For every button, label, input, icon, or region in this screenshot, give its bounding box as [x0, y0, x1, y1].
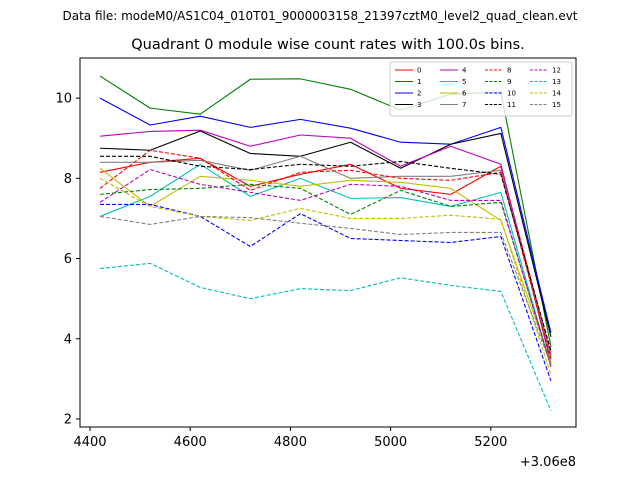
x-tick-label-5200: 5200 [474, 435, 507, 450]
y-tick-label-10: 10 [55, 92, 72, 107]
plot-area [99, 75, 552, 412]
chart-title: Quadrant 0 module wise count rates with … [131, 37, 525, 53]
legend-label-2: 2 [417, 90, 421, 98]
figure-suptitle: Data file: modeM0/AS1C04_010T01_90000031… [62, 9, 577, 23]
series-line-8 [99, 149, 552, 359]
legend-label-4: 4 [462, 67, 467, 75]
series-line-13 [99, 262, 552, 412]
x-tick-label-5000: 5000 [374, 435, 407, 450]
x-offset-label: +3.06e8 [520, 455, 576, 470]
series-line-12 [99, 168, 552, 367]
series-line-5 [99, 163, 552, 367]
legend-label-15: 15 [552, 101, 561, 109]
series-lines [99, 75, 552, 412]
series-line-11 [100, 155, 552, 351]
legend-label-8: 8 [507, 67, 511, 75]
series-line-0 [99, 157, 552, 355]
series-line-7 [100, 155, 552, 357]
legend-label-13: 13 [552, 78, 561, 86]
legend-label-11: 11 [507, 101, 516, 109]
axes-frame [79, 57, 577, 428]
x-tick-label-4800: 4800 [274, 435, 307, 450]
y-tick-label-4: 4 [64, 332, 72, 347]
series-line-15 [99, 215, 552, 366]
series-line-4 [99, 129, 552, 363]
y-tick-label-6: 6 [64, 252, 72, 267]
legend-label-5: 5 [462, 78, 466, 86]
series-line-2 [99, 97, 552, 333]
x-tick-label-4400: 4400 [73, 435, 106, 450]
legend-label-10: 10 [507, 90, 516, 98]
series-line-3 [100, 130, 552, 337]
legend-label-9: 9 [507, 78, 511, 86]
y-tick-label-8: 8 [64, 172, 72, 187]
series-line-14 [99, 177, 552, 376]
legend-label-3: 3 [417, 101, 421, 109]
series-line-1 [99, 75, 552, 347]
legend-label-14: 14 [552, 90, 561, 98]
legend-label-0: 0 [417, 67, 421, 75]
series-line-9 [99, 183, 552, 365]
legend-label-1: 1 [417, 78, 421, 86]
series-line-10 [100, 203, 552, 382]
legend-box [389, 61, 573, 117]
legend-label-12: 12 [552, 67, 561, 75]
y-tick-label-2: 2 [64, 412, 72, 427]
legend-label-7: 7 [462, 101, 466, 109]
x-tick-label-4600: 4600 [174, 435, 207, 450]
legend-label-6: 6 [462, 90, 467, 98]
